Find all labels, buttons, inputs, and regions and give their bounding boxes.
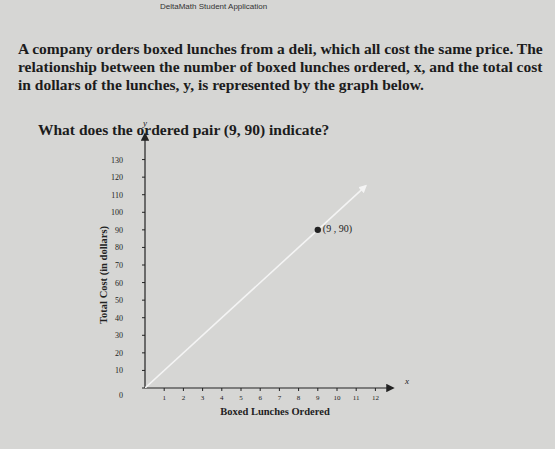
y-tick-label: 60	[115, 279, 123, 288]
x-tick-label: 3	[201, 394, 205, 402]
plot-area	[145, 186, 366, 388]
y-tick-label: 0	[119, 391, 123, 400]
x-variable: x	[404, 376, 409, 386]
x-tick	[221, 388, 222, 391]
y-tick	[142, 159, 145, 160]
x-tick-label: 8	[297, 394, 301, 402]
x-tick	[202, 388, 203, 391]
y-tick	[142, 352, 145, 353]
y-tick	[142, 212, 145, 213]
app-title: DeltaMath Student Application	[160, 2, 267, 11]
y-tick	[142, 194, 145, 195]
x-tick-label: 9	[316, 394, 320, 402]
y-variable: y	[142, 118, 147, 128]
x-tick	[356, 388, 357, 391]
y-tick-label: 100	[111, 208, 123, 217]
y-tick-label: 90	[115, 226, 123, 235]
x-axis-label: Boxed Lunches Ordered	[220, 406, 330, 417]
y-tick-label: 30	[115, 331, 123, 340]
x-tick-label: 4	[220, 394, 224, 402]
x-tick	[337, 388, 338, 391]
x-tick	[164, 388, 165, 391]
x-tick-label: 2	[182, 394, 186, 402]
y-tick	[142, 317, 145, 318]
x-tick	[279, 388, 280, 391]
x-tick-label: 7	[278, 394, 282, 402]
y-axis	[144, 134, 145, 388]
x-tick	[375, 388, 376, 391]
x-tick	[260, 388, 261, 391]
point	[315, 227, 321, 233]
y-tick-label: 10	[115, 366, 123, 375]
x-tick-label: 5	[239, 394, 243, 402]
y-tick	[142, 388, 145, 389]
y-tick	[142, 265, 145, 266]
y-tick-label: 120	[111, 173, 123, 182]
x-tick	[241, 388, 242, 391]
y-tick-label: 50	[115, 296, 123, 305]
y-tick	[142, 335, 145, 336]
x-tick-label: 10	[334, 394, 342, 402]
y-tick-label: 110	[111, 191, 123, 200]
x-tick-label: 1	[162, 394, 166, 402]
data-line	[145, 186, 366, 388]
y-tick	[142, 247, 145, 248]
y-tick	[142, 177, 145, 178]
y-tick-label: 80	[115, 243, 123, 252]
x-tick-label: 11	[353, 394, 360, 402]
y-tick-label: 130	[111, 156, 123, 165]
y-tick	[142, 282, 145, 283]
y-tick-label: 70	[115, 261, 123, 270]
x-tick	[317, 388, 318, 391]
x-tick-label: 6	[258, 394, 262, 402]
x-tick	[183, 388, 184, 391]
chart: xy01020304050607080901001101201301234567…	[0, 0, 555, 449]
y-tick-label: 40	[115, 314, 123, 323]
x-tick	[298, 388, 299, 391]
y-tick-label: 20	[115, 349, 123, 358]
y-tick	[142, 300, 145, 301]
y-tick	[142, 370, 145, 371]
x-tick-label: 12	[372, 394, 380, 402]
point-label: (9 , 90)	[323, 223, 352, 235]
page: DeltaMath Student Application A company o…	[0, 0, 555, 449]
y-axis-label: Total Cost (in dollars)	[98, 226, 110, 324]
problem-text: A company orders boxed lunches from a de…	[18, 40, 546, 94]
question-text: What does the ordered pair (9, 90) indic…	[38, 121, 329, 139]
y-tick	[142, 229, 145, 230]
